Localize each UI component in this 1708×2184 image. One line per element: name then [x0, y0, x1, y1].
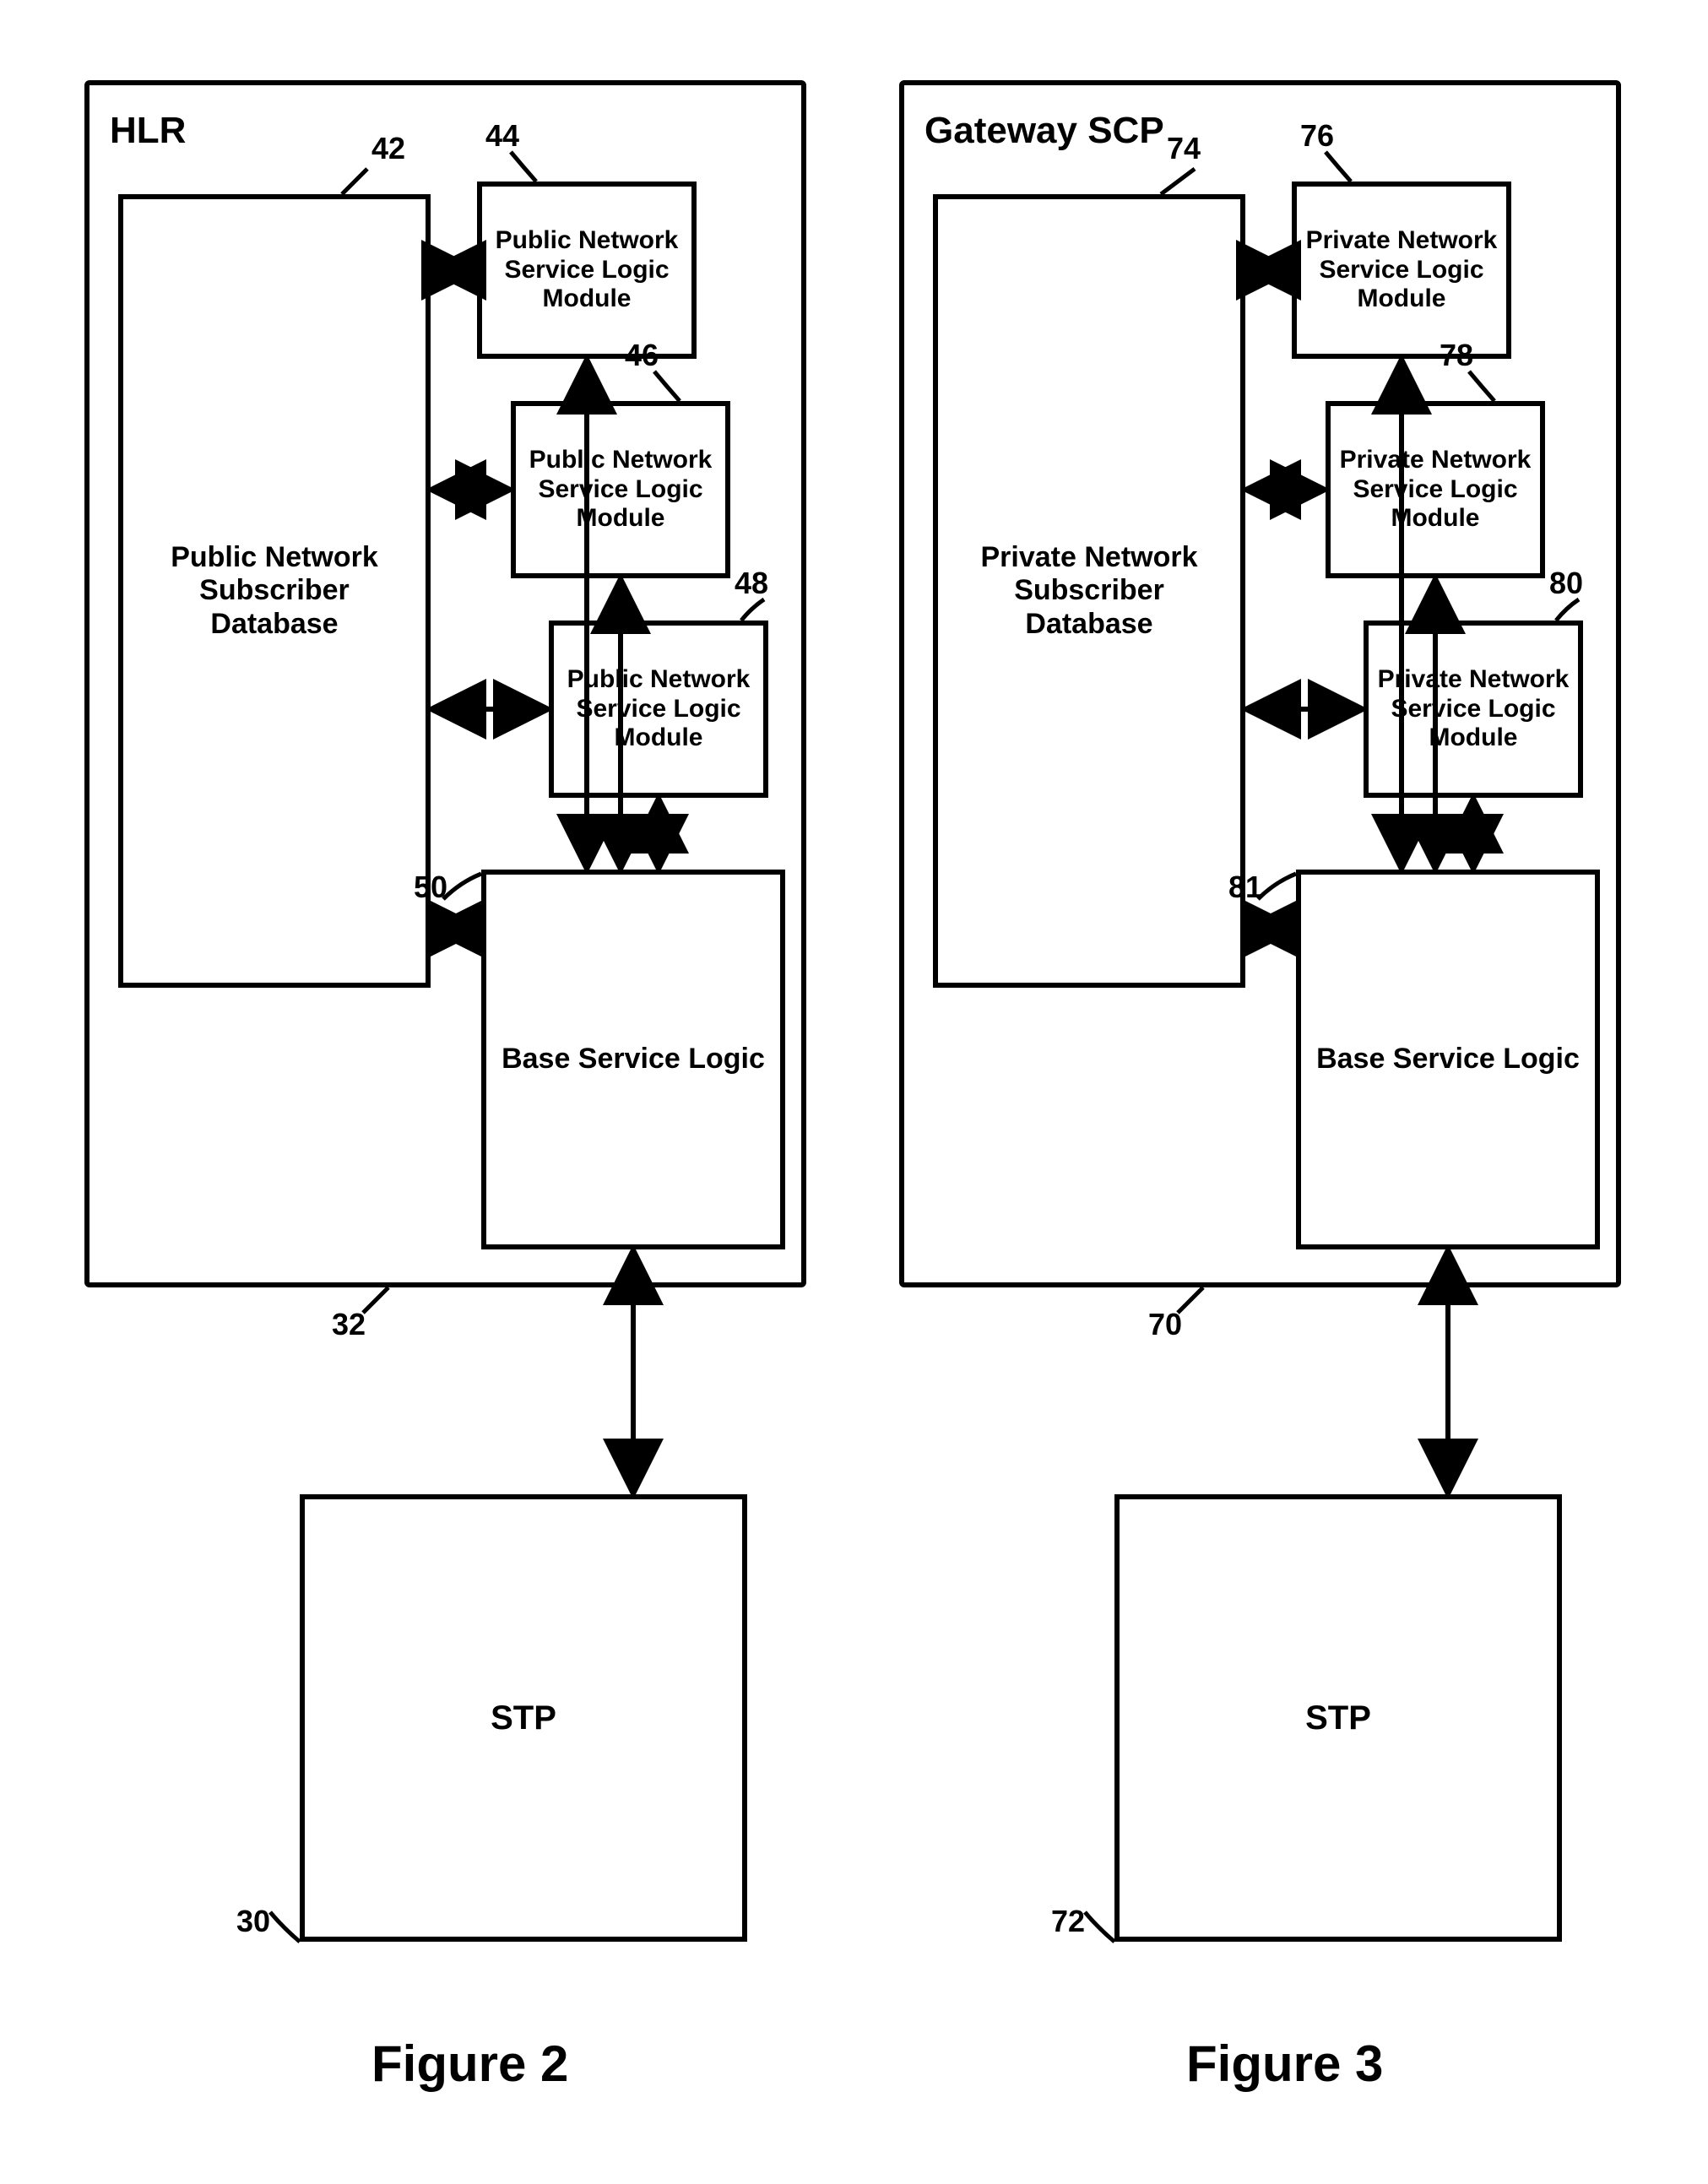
fig3-module1-label: Private Network Service Logic Module [1306, 226, 1498, 314]
fig3-module3: Private Network Service Logic Module [1364, 621, 1583, 798]
fig2-module2: Public Network Service Logic Module [511, 401, 730, 578]
fig3-ref-78: 78 [1440, 338, 1473, 373]
fig2-ref-50: 50 [414, 870, 447, 905]
fig2-ref-42: 42 [371, 131, 405, 166]
fig2-base-label: Base Service Logic [502, 1043, 765, 1076]
fig2-ref-46: 46 [625, 338, 659, 373]
fig2-module1: Public Network Service Logic Module [477, 182, 697, 359]
fig3-module3-label: Private Network Service Logic Module [1378, 665, 1570, 753]
fig3-ref-72: 72 [1051, 1904, 1085, 1939]
fig2-stp: STP [300, 1494, 747, 1942]
fig3-module2: Private Network Service Logic Module [1326, 401, 1545, 578]
fig3-ref-81: 81 [1228, 870, 1262, 905]
fig3-stp: STP [1114, 1494, 1562, 1942]
fig2-database-label: Public Network Subscriber Database [171, 541, 378, 640]
page: HLR Public Network Subscriber Database P… [0, 0, 1708, 2184]
fig3-title: Gateway SCP [924, 110, 1164, 152]
fig3-ref-80: 80 [1549, 566, 1583, 601]
fig3-module1: Private Network Service Logic Module [1292, 182, 1511, 359]
fig3-caption: Figure 3 [1186, 2035, 1383, 2093]
fig3-base-label: Base Service Logic [1316, 1043, 1580, 1076]
fig2-ref-44: 44 [485, 118, 519, 154]
fig2-caption: Figure 2 [371, 2035, 568, 2093]
fig2-ref-48: 48 [735, 566, 768, 601]
fig2-ref-32: 32 [332, 1307, 366, 1342]
fig3-database-label: Private Network Subscriber Database [981, 541, 1198, 640]
fig3-base: Base Service Logic [1296, 870, 1600, 1249]
fig2-module1-label: Public Network Service Logic Module [496, 226, 679, 314]
fig2-stp-label: STP [491, 1699, 556, 1737]
fig3-module2-label: Private Network Service Logic Module [1340, 446, 1532, 534]
fig3-stp-label: STP [1305, 1699, 1371, 1737]
fig2-base: Base Service Logic [481, 870, 785, 1249]
fig2-module3: Public Network Service Logic Module [549, 621, 768, 798]
fig2-database: Public Network Subscriber Database [118, 194, 431, 988]
fig3-ref-76: 76 [1300, 118, 1334, 154]
fig2-title: HLR [110, 110, 186, 152]
fig2-module3-label: Public Network Service Logic Module [567, 665, 751, 753]
fig3-database: Private Network Subscriber Database [933, 194, 1245, 988]
fig3-ref-74: 74 [1167, 131, 1201, 166]
fig2-ref-30: 30 [236, 1904, 270, 1939]
fig3-ref-70: 70 [1148, 1307, 1182, 1342]
fig2-module2-label: Public Network Service Logic Module [529, 446, 713, 534]
